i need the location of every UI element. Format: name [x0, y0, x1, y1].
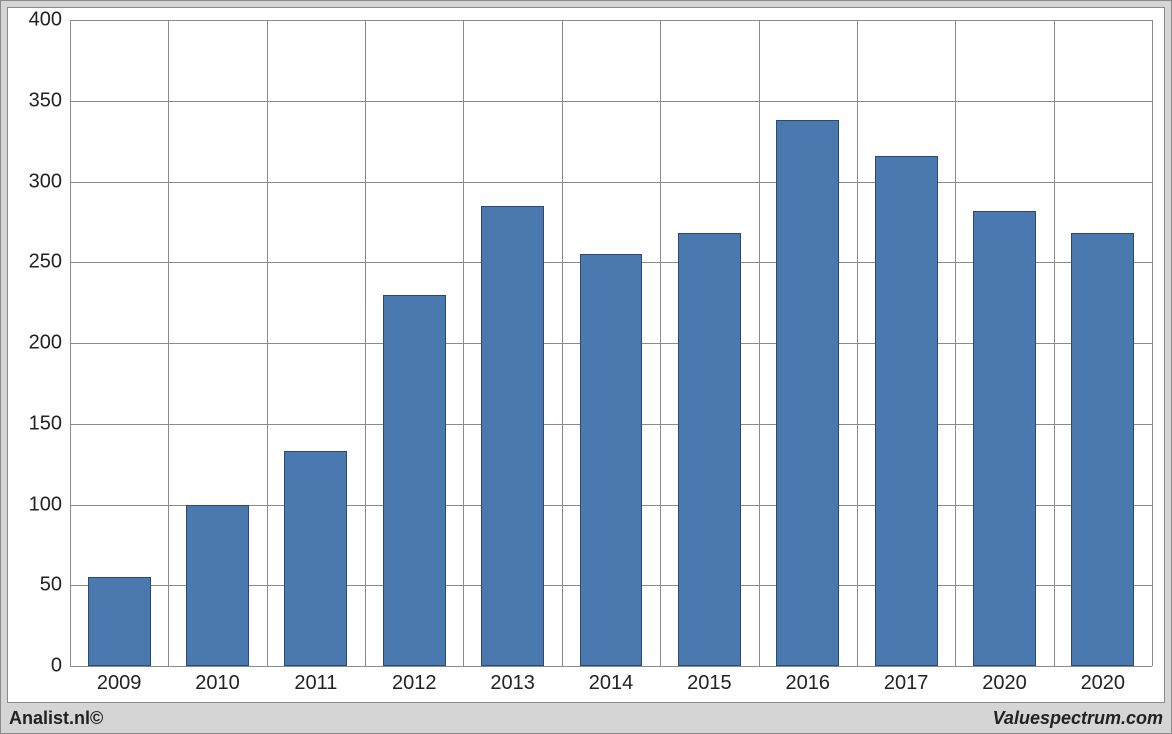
- grid-line-v: [1152, 20, 1153, 666]
- bar: [973, 211, 1036, 666]
- bar: [88, 577, 151, 666]
- grid-line-v: [267, 20, 268, 666]
- grid-line-v: [70, 20, 71, 666]
- x-tick-label: 2010: [195, 672, 240, 695]
- y-tick-label: 50: [40, 574, 62, 597]
- bar: [284, 451, 347, 666]
- bar: [776, 120, 839, 666]
- grid-line-v: [857, 20, 858, 666]
- bar: [678, 233, 741, 666]
- plot-area: 0501001502002503003504002009201020112012…: [70, 20, 1152, 666]
- y-tick-label: 100: [29, 493, 62, 516]
- y-tick-label: 0: [51, 655, 62, 678]
- plot-frame: 0 50 100 150 200 250 300 350 400 2009 2010 2011 2012…: [7, 7, 1165, 703]
- bar: [1071, 233, 1134, 666]
- x-tick-label: 2013: [490, 672, 535, 695]
- y-tick-label: 400: [29, 9, 62, 32]
- grid-line-v: [365, 20, 366, 666]
- bar: [481, 206, 544, 666]
- y-tick-label: 250: [29, 251, 62, 274]
- x-tick-label: 2015: [687, 672, 732, 695]
- grid-line-v: [463, 20, 464, 666]
- grid-line-h: [70, 666, 1152, 667]
- y-tick-label: 300: [29, 170, 62, 193]
- bar: [875, 156, 938, 666]
- x-tick-label: 2020: [982, 672, 1027, 695]
- chart-container: 0 50 100 150 200 250 300 350 400 2009 2010 2011 2012…: [0, 0, 1172, 734]
- grid-line-h: [70, 182, 1152, 183]
- grid-line-h: [70, 101, 1152, 102]
- grid-line-v: [168, 20, 169, 666]
- grid-line-v: [562, 20, 563, 666]
- footer-left: Analist.nl©: [9, 708, 103, 729]
- y-tick-label: 200: [29, 332, 62, 355]
- grid-line-h: [70, 20, 1152, 21]
- grid-line-v: [1054, 20, 1055, 666]
- bar: [186, 505, 249, 667]
- y-tick-label: 150: [29, 412, 62, 435]
- bar: [580, 254, 643, 666]
- grid-line-v: [660, 20, 661, 666]
- x-tick-label: 2017: [884, 672, 929, 695]
- x-tick-label: 2020: [1081, 672, 1126, 695]
- grid-line-v: [955, 20, 956, 666]
- bar: [383, 295, 446, 666]
- x-tick-label: 2014: [589, 672, 634, 695]
- x-tick-label: 2016: [785, 672, 830, 695]
- x-tick-label: 2012: [392, 672, 437, 695]
- y-tick-label: 350: [29, 89, 62, 112]
- grid-line-v: [759, 20, 760, 666]
- footer-right: Valuespectrum.com: [993, 708, 1163, 729]
- x-tick-label: 2009: [97, 672, 142, 695]
- x-tick-label: 2011: [294, 672, 337, 695]
